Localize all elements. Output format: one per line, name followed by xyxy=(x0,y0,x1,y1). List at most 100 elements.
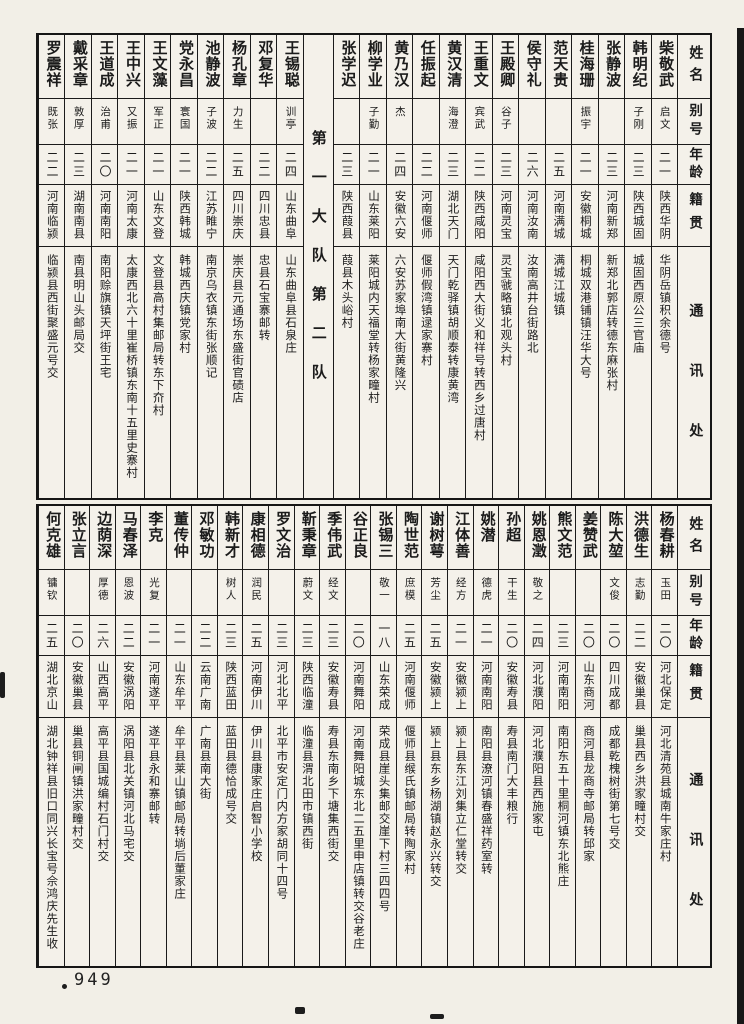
person-native-text: 陕西临潼 xyxy=(300,661,313,711)
person-age: 二〇 xyxy=(652,616,677,656)
person-address: 河南舞阳城东北二五里申店镇转交谷老庄 xyxy=(346,718,371,966)
person-address: 荣成县崖头集邮交崖下村三四四号 xyxy=(371,718,396,966)
person-column: 洪德生 志勤 二二 安徽巢县 巢县西乡洪家疃村交 xyxy=(625,506,652,966)
person-age-text: 二一 xyxy=(453,621,468,650)
person-alias: 镛钦 xyxy=(38,570,64,616)
person-native: 四川忠县 xyxy=(250,185,277,247)
person-name-text: 黄汉清 xyxy=(445,40,462,88)
person-name-text: 张静波 xyxy=(604,40,621,88)
header-cell-alias: 别号 xyxy=(678,570,710,616)
person-name-text: 江体善 xyxy=(453,511,470,559)
person-name: 孙超 xyxy=(499,506,524,570)
person-alias-text: 文俊 xyxy=(608,577,620,602)
person-age: 二六 xyxy=(519,145,545,185)
person-alias-text: 树人 xyxy=(224,577,236,602)
person-native: 四川成都 xyxy=(601,656,626,718)
person-age: 二〇 xyxy=(345,616,371,656)
person-native: 山东文登 xyxy=(144,185,171,247)
person-age-text: 二五 xyxy=(402,621,417,650)
person-name-text: 邓敏功 xyxy=(197,511,214,559)
person-age-text: 二二 xyxy=(44,150,59,179)
person-alias-text: 宾武 xyxy=(473,106,485,131)
person-alias-text: 蔚文 xyxy=(301,577,313,602)
person-native: 安徽六安 xyxy=(386,185,413,247)
header-address-label: 通讯处 xyxy=(687,302,703,483)
person-name-text: 杨孔章 xyxy=(229,40,246,88)
person-address-text: 涡阳县北关镇河北马宅交 xyxy=(121,725,134,863)
person-age: 二一 xyxy=(651,145,677,185)
person-native: 安徽寿县 xyxy=(499,656,524,718)
person-name: 戴采章 xyxy=(65,35,91,99)
person-address: 华阴岳镇积余德号 xyxy=(652,247,677,498)
person-address: 广南县南大街 xyxy=(192,718,217,966)
person-address: 巢县西乡洪家疃村交 xyxy=(627,718,652,966)
person-name: 熊文范 xyxy=(550,506,575,570)
person-age-text: 二〇 xyxy=(581,621,596,650)
person-age: 二三 xyxy=(598,145,625,185)
person-name: 张立言 xyxy=(64,506,90,570)
person-column: 边荫深 厚德 二六 山西高平 高平县国城编村石门村交 xyxy=(89,506,115,966)
person-native: 河南灵宝 xyxy=(492,185,519,247)
person-native-text: 山西高平 xyxy=(96,661,109,711)
person-age: 二一 xyxy=(166,616,192,656)
person-address: 牟平县莱山镇邮局转埫后董家庄 xyxy=(167,718,192,966)
person-name-text: 洪德生 xyxy=(632,511,649,559)
person-age-text: 二一 xyxy=(124,150,139,179)
person-address-text: 商河县龙商寺邮局转邱家 xyxy=(582,725,595,863)
person-address: 莱阳城内天福堂转杨家疃村 xyxy=(360,247,385,498)
person-address-text: 南京乌衣镇东街张顺记 xyxy=(204,254,217,379)
page-number: 949 xyxy=(74,970,114,990)
person-name-text: 王锡聪 xyxy=(282,40,299,88)
person-alias: 志勤 xyxy=(626,570,652,616)
person-native-text: 河北北平 xyxy=(275,661,288,711)
person-address: 蓝田县德恰成号交 xyxy=(218,718,243,966)
person-alias: 谷子 xyxy=(492,99,519,145)
person-native-text: 山东莱阳 xyxy=(366,190,379,240)
person-name-text: 张锡三 xyxy=(376,511,393,559)
person-native: 安徽寿县 xyxy=(320,656,345,718)
person-address-text: 寿县南门大丰粮行 xyxy=(505,725,518,825)
person-address-text: 咸阳西大街义和祥号转西乡过唐村 xyxy=(472,254,485,442)
person-age: 二四 xyxy=(277,145,303,185)
person-native: 湖南南县 xyxy=(65,185,91,247)
person-name-text: 黄乃汉 xyxy=(392,40,409,88)
person-column: 姚潜 德虎 二一 河南南阳 南阳县潦河镇春盛祥药室转 xyxy=(472,506,499,966)
person-native: 四川崇庆 xyxy=(224,185,250,247)
person-alias-text: 经方 xyxy=(454,577,466,602)
person-name-text: 邓复华 xyxy=(256,40,273,88)
person-alias xyxy=(269,570,294,616)
person-native-text: 山东文登 xyxy=(151,190,164,240)
person-name-text: 王重文 xyxy=(471,40,488,88)
person-alias: 力生 xyxy=(224,99,250,145)
person-native-text: 河南舞阳 xyxy=(352,661,364,711)
person-name: 谷正良 xyxy=(345,506,371,570)
person-alias: 玉田 xyxy=(652,570,677,616)
person-native-text: 山东商河 xyxy=(582,661,595,711)
person-column: 王中兴 又振 二一 河南太康 太康西北六十里崔桥镇东南十五里史寨村 xyxy=(117,35,144,498)
person-native-text: 安徽寿县 xyxy=(326,661,339,711)
person-address: 文登县高村集邮局转东下夼村 xyxy=(145,247,170,498)
person-name: 何克雄 xyxy=(38,506,64,570)
header-native-label: 籍贯 xyxy=(687,663,703,710)
person-alias: 干生 xyxy=(499,570,524,616)
person-native: 山东荣成 xyxy=(371,656,396,718)
person-address-text: 湖北钟祥县旧口同兴长宝号佘鸿庆先生收 xyxy=(45,725,58,950)
scan-speck xyxy=(430,1014,444,1019)
person-name: 康相德 xyxy=(243,506,268,570)
person-column: 王殿卿 谷子 二三 河南灵宝 灵宝虢略镇北观头村 xyxy=(491,35,519,498)
person-address: 城固西原公三官庙 xyxy=(625,247,650,498)
person-age-text: 二三 xyxy=(498,150,513,179)
person-alias-text: 既张 xyxy=(46,106,58,131)
person-address-text: 伊川县康家庄启智小学校 xyxy=(249,725,262,863)
person-address-text: 颍上县东江刘集立仁堂转交 xyxy=(454,725,467,875)
person-alias: 树人 xyxy=(217,570,243,616)
person-address-text: 城固西原公三官庙 xyxy=(631,254,644,354)
person-age-text: 二六 xyxy=(95,621,110,650)
person-alias xyxy=(413,99,439,145)
person-name: 韩新才 xyxy=(217,506,243,570)
person-address-text: 河南舞阳城东北二五里申店镇转交谷老庄 xyxy=(352,725,364,950)
person-column: 康相德 润民 二五 河南伊川 伊川县康家庄启智小学校 xyxy=(242,506,268,966)
person-address-text: 河北濮阳县西施家屯 xyxy=(530,725,543,838)
person-age-text: 二〇 xyxy=(351,621,366,650)
header-name-label: 姓名 xyxy=(687,515,703,560)
